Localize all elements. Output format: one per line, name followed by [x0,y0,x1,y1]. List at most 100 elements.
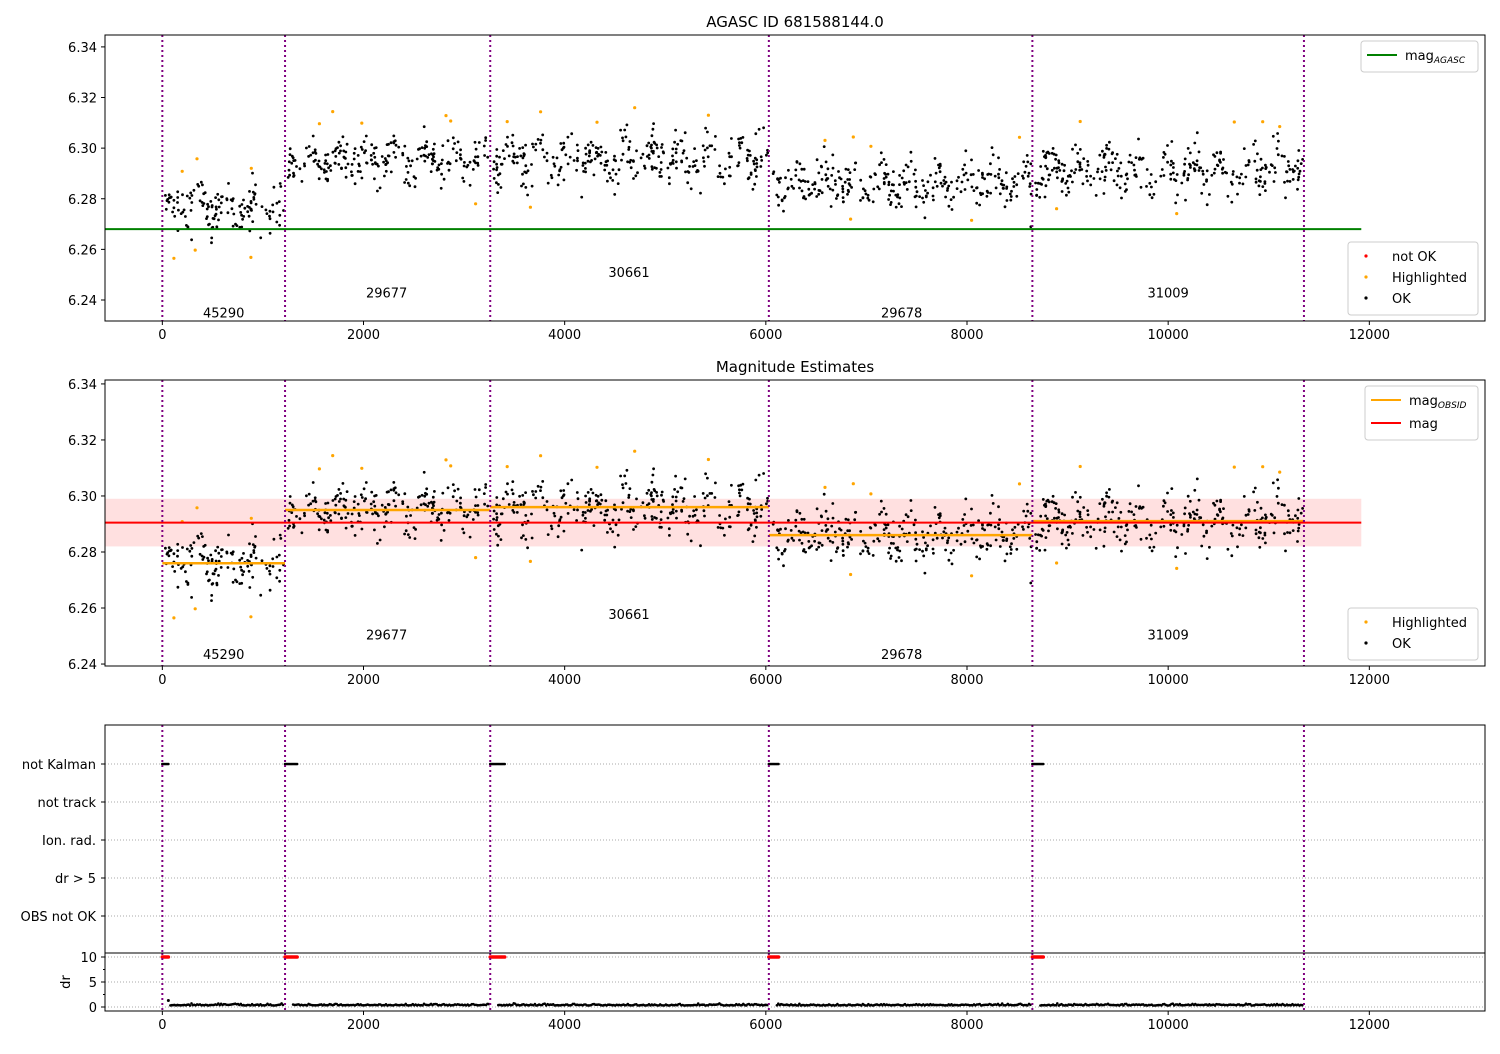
ok-point [737,161,741,165]
ok-point [749,523,753,527]
p4-ytick-label: 0 [89,1001,97,1016]
ok-point [739,137,743,140]
ok-point [1218,507,1221,511]
ok-point [433,490,436,493]
obsid-label: 31009 [1147,628,1188,643]
ok-point [251,543,255,546]
ok-point [824,178,828,182]
ok-point [268,231,272,235]
ok-point [683,131,687,135]
ok-point [1280,154,1284,158]
dr-flagged-point [1041,955,1046,959]
ok-point [287,168,291,172]
ok-point [1222,158,1225,161]
ok-point [653,166,656,170]
ok-point [214,205,218,209]
ok-point [313,150,317,154]
ok-point [675,516,678,520]
ok-point [918,195,921,199]
ok-point [378,538,382,542]
ok-point [1149,523,1153,527]
ok-point [1235,175,1239,179]
ok-point [1169,523,1173,527]
ok-point [1080,168,1084,171]
ok-point [451,483,455,486]
ok-point [1056,176,1059,180]
ok-point [971,173,975,176]
ok-point [699,544,702,548]
ok-point [619,128,622,132]
ok-point [1045,517,1049,521]
ok-point [706,476,709,480]
ok-point [989,523,993,527]
ok-point [1186,147,1190,150]
ok-point [206,556,210,560]
ok-point [719,175,723,179]
ok-point [914,537,918,541]
ok-point [801,179,805,183]
ok-point [972,189,976,193]
ok-point [423,146,427,150]
ok-point [896,193,900,197]
ok-point [1253,159,1257,163]
ok-point [605,513,609,517]
highlighted-point [1232,465,1236,469]
ok-point [476,513,480,517]
ok-point [900,527,904,531]
ok-point [815,195,819,198]
ok-point [1107,147,1111,151]
ok-point [1102,544,1106,548]
ok-point [611,530,615,534]
ok-point [1074,143,1077,147]
ok-point [210,236,214,240]
ok-point [1003,559,1007,563]
ok-point [1219,160,1222,164]
ok-point [760,508,764,511]
ok-point [173,570,177,573]
ok-point [1271,481,1275,485]
ok-point [877,539,881,543]
ok-point [564,153,568,157]
ok-point [501,497,505,501]
ok-point [1259,506,1263,510]
ok-point [288,147,292,151]
ok-point [878,163,881,167]
ok-point [331,150,335,154]
ok-point [190,554,194,558]
flag-label: OBS not OK [21,910,97,925]
ok-point [242,198,245,202]
ok-point [240,203,244,206]
ok-point [789,529,793,532]
ok-point [686,532,690,536]
ok-point [942,530,946,534]
ok-point [909,509,913,512]
ok-point [459,156,462,160]
ok-point [790,536,794,540]
ok-point [1066,186,1070,190]
ok-point [343,156,346,160]
ok-point [591,491,595,495]
ok-point [521,494,525,497]
highlighted-point [474,556,478,560]
ok-point [991,153,995,157]
ok-point [874,523,877,527]
highlighted-point [1261,465,1265,469]
ok-point [1294,514,1297,518]
ok-point [616,182,620,186]
ok-point [474,155,477,159]
ok-point [440,523,443,527]
ok-point [1010,542,1013,546]
ok-point [352,157,356,161]
ok-point [655,494,659,498]
ok-point [431,153,435,157]
ok-point [552,162,556,166]
ok-point [307,155,310,158]
p4-xtick-label: 0 [158,1018,166,1033]
ok-point [1162,524,1166,528]
ok-point [975,538,979,542]
ok-point [752,509,755,512]
ok-point [1154,531,1158,535]
ok-point [907,180,911,184]
ok-point [1286,160,1290,163]
ok-point [695,159,698,163]
